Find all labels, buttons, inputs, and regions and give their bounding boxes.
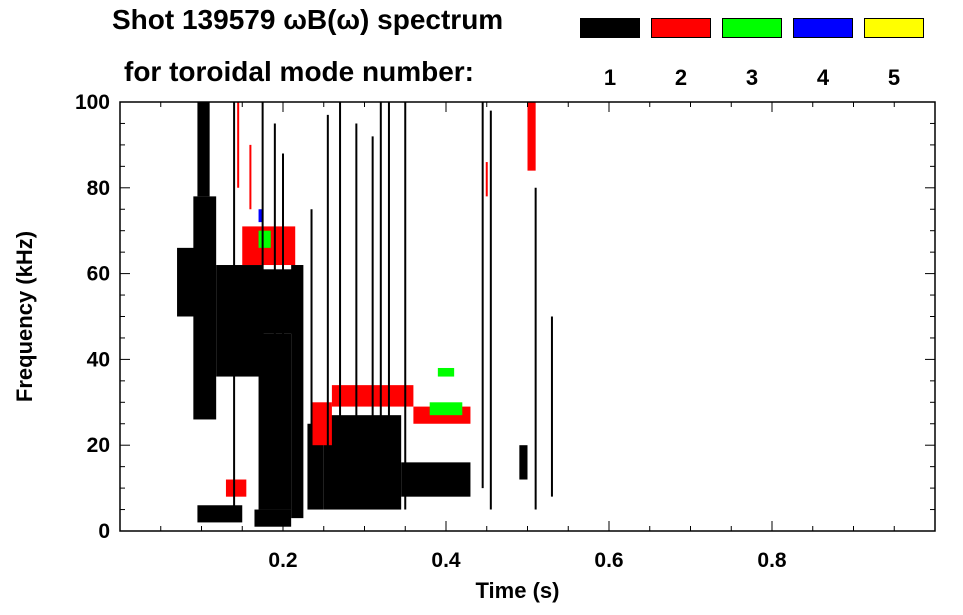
spectrum-region-mode-1	[197, 102, 210, 197]
spectrum-region-mode-4	[258, 209, 263, 223]
legend-label-3: 3	[745, 65, 759, 90]
spectrum-region-mode-1	[193, 196, 217, 420]
legend-swatch-2	[651, 18, 711, 38]
chart-title: Shot 139579 ωB(ω) spectrum	[112, 4, 504, 35]
legend-subtitle: for toroidal mode number:	[124, 56, 474, 87]
y-tick-label: 20	[87, 434, 110, 457]
y-tick-label: 60	[87, 263, 110, 286]
spectrum-region-mode-1	[242, 269, 300, 334]
x-tick-label: 0.4	[431, 549, 461, 572]
legend-item-4: 4	[793, 18, 855, 90]
spectrum-region-mode-2	[311, 402, 332, 446]
x-axis-label: Time (s)	[476, 578, 560, 603]
legend-label-2: 2	[674, 65, 688, 90]
spectrum-region-mode-3	[429, 402, 463, 416]
spectrum-region-mode-1	[254, 509, 292, 527]
spectrogram-data	[177, 102, 553, 527]
x-tick-label: 0.6	[594, 549, 623, 572]
legend-label-4: 4	[816, 65, 830, 90]
spectrum-region-mode-1	[401, 462, 471, 497]
spectrum-region-mode-1	[291, 265, 304, 519]
y-tick-label: 80	[87, 177, 110, 200]
x-tick-label: 0.2	[268, 549, 297, 572]
legend-item-3: 3	[722, 18, 784, 90]
y-tick-label: 0	[98, 520, 110, 543]
axis-tick-labels: 0.2 0.4 0.6 0.8 0 20 40 60 80 100	[75, 91, 787, 572]
legend-swatch-4	[793, 18, 853, 38]
legend-item-5: 5	[864, 18, 926, 90]
legend-label-5: 5	[887, 65, 901, 90]
y-tick-label: 100	[75, 91, 110, 114]
legend-item-2: 2	[651, 18, 713, 90]
spectrum-region-mode-3	[437, 367, 455, 377]
y-axis-label: Frequency (kHz)	[12, 231, 37, 402]
legend-item-1: 1	[580, 18, 642, 90]
spectrum-region-mode-1	[519, 445, 528, 480]
legend: 1 2 3 4 5	[580, 18, 930, 98]
legend-label-1: 1	[603, 65, 617, 90]
spectrum-region-mode-2	[527, 102, 536, 171]
spectrum-region-mode-2	[225, 479, 247, 497]
y-tick-label: 40	[87, 348, 110, 371]
legend-swatch-1	[580, 18, 640, 38]
legend-swatch-5	[864, 18, 924, 38]
spectrum-region-mode-3	[258, 230, 271, 248]
axis-ticks	[120, 102, 935, 531]
spectrum-region-mode-1	[197, 505, 243, 523]
x-tick-label: 0.8	[757, 549, 787, 572]
spectrum-region-mode-1	[177, 247, 198, 317]
legend-swatch-3	[722, 18, 782, 38]
